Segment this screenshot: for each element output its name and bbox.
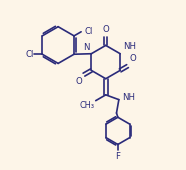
Text: N: N xyxy=(83,43,89,52)
Text: O: O xyxy=(102,25,109,34)
Text: CH₃: CH₃ xyxy=(80,101,95,110)
Text: NH: NH xyxy=(123,42,136,51)
Text: NH: NH xyxy=(122,94,135,103)
Text: F: F xyxy=(115,152,120,161)
Text: Cl: Cl xyxy=(25,50,34,59)
Text: Cl: Cl xyxy=(85,27,93,36)
Text: O: O xyxy=(76,77,83,86)
Text: O: O xyxy=(129,54,136,63)
